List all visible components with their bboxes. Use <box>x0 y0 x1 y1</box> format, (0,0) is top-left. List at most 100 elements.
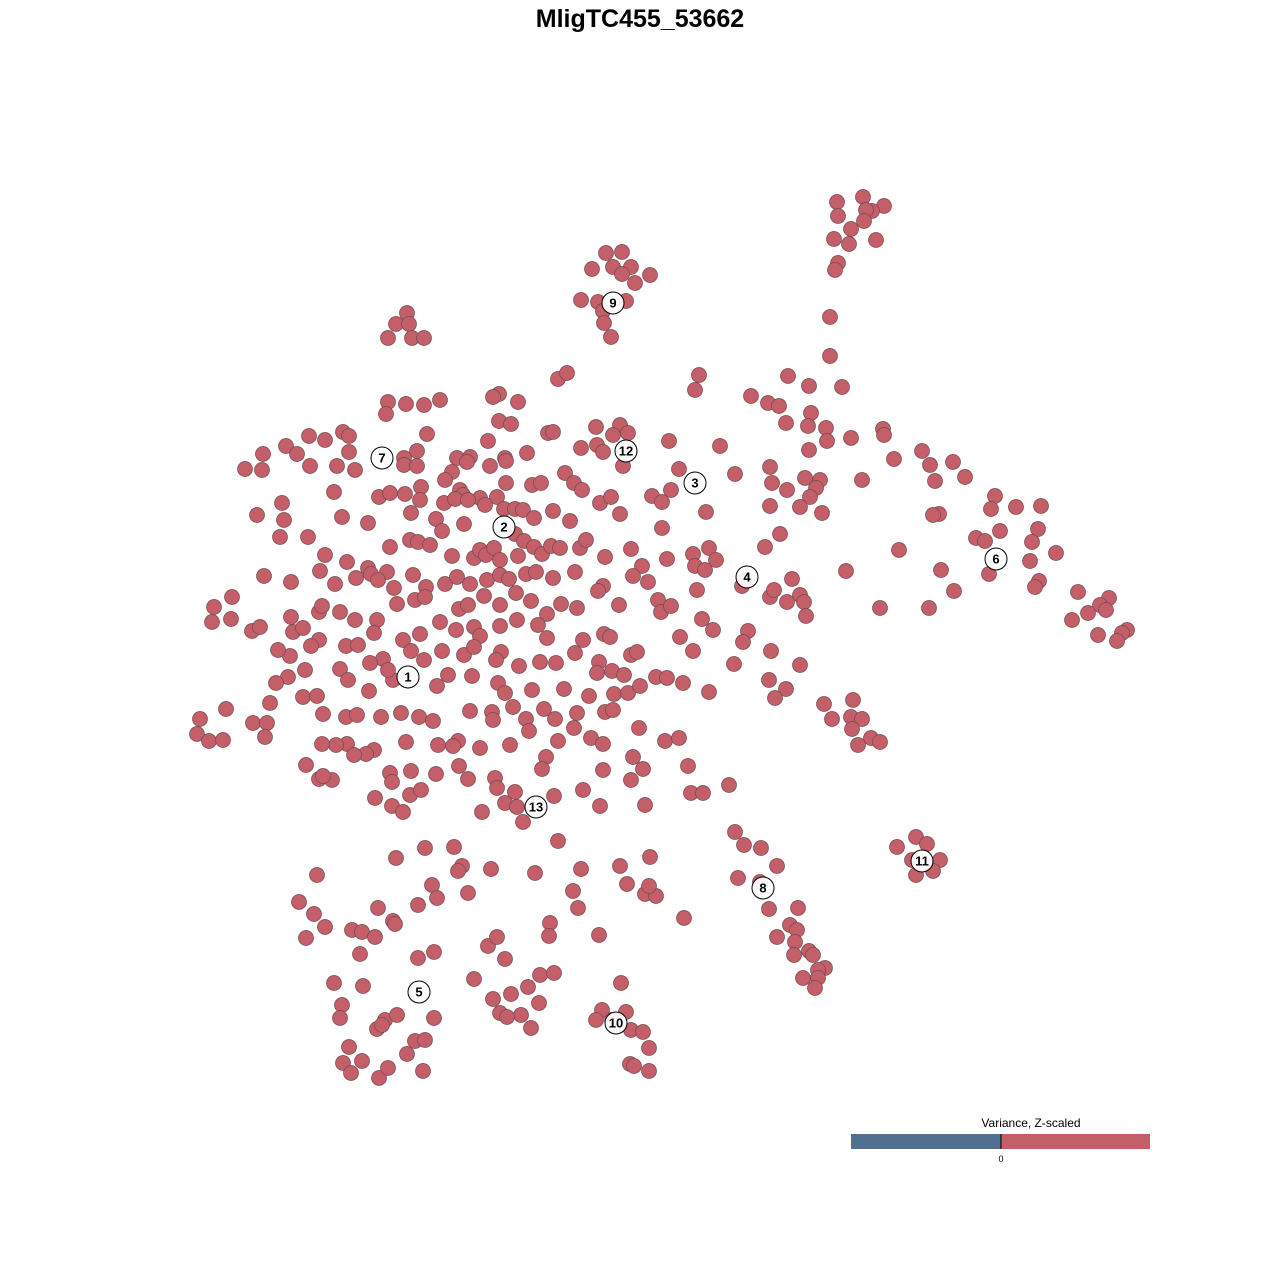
data-point <box>498 475 514 491</box>
data-point <box>640 574 656 590</box>
data-point <box>567 564 583 580</box>
data-point <box>914 443 930 459</box>
data-point <box>761 901 777 917</box>
cluster-label-badge <box>396 665 420 689</box>
data-point <box>388 850 404 866</box>
data-point <box>295 689 311 705</box>
data-point <box>459 454 475 470</box>
data-point <box>530 617 546 633</box>
data-point <box>515 814 531 830</box>
data-point <box>550 733 566 749</box>
data-point <box>762 498 778 514</box>
data-point <box>721 777 737 793</box>
data-point <box>259 715 275 731</box>
data-point <box>283 574 299 590</box>
data-point <box>434 643 450 659</box>
data-point <box>642 267 658 283</box>
data-point <box>886 451 902 467</box>
data-point <box>429 890 445 906</box>
data-point <box>623 772 639 788</box>
data-point <box>675 675 691 691</box>
data-point <box>270 642 286 658</box>
data-point <box>523 593 539 609</box>
data-point <box>301 428 317 444</box>
data-point <box>252 619 268 635</box>
data-point <box>919 836 935 852</box>
data-point <box>635 761 651 777</box>
data-point <box>432 614 448 630</box>
data-point <box>614 244 630 260</box>
cluster-label-text: 9 <box>609 296 616 311</box>
data-point <box>834 379 850 395</box>
data-point <box>309 867 325 883</box>
data-point <box>790 900 806 916</box>
data-point <box>726 656 742 672</box>
data-point <box>694 611 710 627</box>
data-point <box>405 567 421 583</box>
data-point <box>426 944 442 960</box>
cluster-label-text: 2 <box>500 520 507 535</box>
data-point <box>489 929 505 945</box>
data-point <box>283 609 299 625</box>
data-point <box>735 634 751 650</box>
data-point <box>591 927 607 943</box>
legend: Variance, Z-scaled 0 <box>851 1116 1150 1164</box>
data-point <box>602 629 618 645</box>
data-point <box>626 1058 642 1074</box>
data-point <box>659 551 675 567</box>
data-point <box>519 445 535 461</box>
data-point <box>589 665 605 681</box>
data-point <box>456 516 472 532</box>
data-point <box>254 462 270 478</box>
data-point <box>245 715 261 731</box>
data-point <box>378 406 394 422</box>
data-point <box>326 484 342 500</box>
data-point <box>574 482 590 498</box>
data-point <box>792 499 808 515</box>
data-point <box>620 685 636 701</box>
data-point <box>350 637 366 653</box>
data-point <box>597 549 613 565</box>
data-point <box>315 768 331 784</box>
cluster-label-text: 11 <box>915 854 929 869</box>
data-point <box>945 454 961 470</box>
data-point <box>369 612 385 628</box>
data-point <box>620 425 636 441</box>
data-point <box>800 418 816 434</box>
data-point <box>422 537 438 553</box>
legend-tick-label: 0 <box>998 1154 1003 1164</box>
data-point <box>536 701 552 717</box>
data-point <box>366 625 382 641</box>
data-point <box>845 692 861 708</box>
data-point <box>766 582 782 598</box>
data-point <box>329 458 345 474</box>
data-point <box>819 433 835 449</box>
cluster-label-9: 9 <box>601 291 625 315</box>
data-point <box>291 894 307 910</box>
data-point <box>384 774 400 790</box>
data-point <box>315 706 331 722</box>
data-point <box>462 576 478 592</box>
data-point <box>844 721 860 737</box>
data-point <box>489 489 505 505</box>
data-point <box>625 568 641 584</box>
data-point <box>557 465 573 481</box>
cluster-label-text: 1 <box>404 670 411 685</box>
data-point <box>256 568 272 584</box>
data-point <box>872 600 888 616</box>
data-point <box>592 798 608 814</box>
data-point <box>872 734 888 750</box>
data-point <box>603 329 619 345</box>
data-point <box>416 397 432 413</box>
data-point <box>513 1007 529 1023</box>
data-point <box>482 458 498 474</box>
data-point <box>361 683 377 699</box>
data-point <box>503 416 519 432</box>
data-point <box>541 928 557 944</box>
data-point <box>334 997 350 1013</box>
data-point <box>474 804 490 820</box>
data-point <box>309 688 325 704</box>
data-point <box>671 461 687 477</box>
data-point <box>925 507 941 523</box>
data-point <box>215 732 231 748</box>
